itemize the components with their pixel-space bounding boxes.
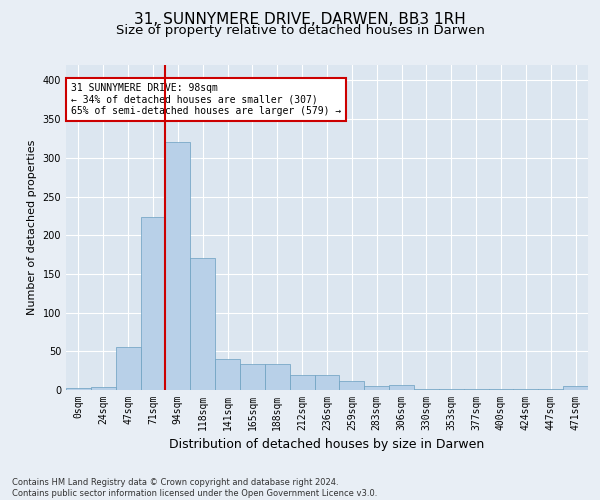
Bar: [91, 387, 116, 390]
Bar: [265, 364, 290, 390]
Text: Contains HM Land Registry data © Crown copyright and database right 2024.
Contai: Contains HM Land Registry data © Crown c…: [12, 478, 377, 498]
Bar: [314, 374, 340, 390]
Text: 31, SUNNYMERE DRIVE, DARWEN, BB3 1RH: 31, SUNNYMERE DRIVE, DARWEN, BB3 1RH: [134, 12, 466, 28]
Bar: [240, 364, 265, 390]
Bar: [514, 389, 538, 390]
X-axis label: Distribution of detached houses by size in Darwen: Distribution of detached houses by size …: [169, 438, 485, 452]
Bar: [488, 389, 514, 390]
Bar: [364, 386, 389, 390]
Bar: [464, 389, 488, 390]
Bar: [190, 258, 215, 390]
Bar: [439, 389, 464, 390]
Text: 31 SUNNYMERE DRIVE: 98sqm
← 34% of detached houses are smaller (307)
65% of semi: 31 SUNNYMERE DRIVE: 98sqm ← 34% of detac…: [71, 83, 341, 116]
Bar: [166, 142, 190, 390]
Bar: [414, 389, 439, 390]
Text: Size of property relative to detached houses in Darwen: Size of property relative to detached ho…: [116, 24, 484, 37]
Y-axis label: Number of detached properties: Number of detached properties: [27, 140, 37, 315]
Bar: [66, 388, 91, 390]
Bar: [290, 374, 314, 390]
Bar: [389, 386, 414, 390]
Bar: [116, 346, 140, 390]
Bar: [538, 389, 563, 390]
Bar: [563, 386, 588, 390]
Bar: [215, 359, 240, 390]
Bar: [340, 380, 364, 390]
Bar: [140, 216, 166, 390]
